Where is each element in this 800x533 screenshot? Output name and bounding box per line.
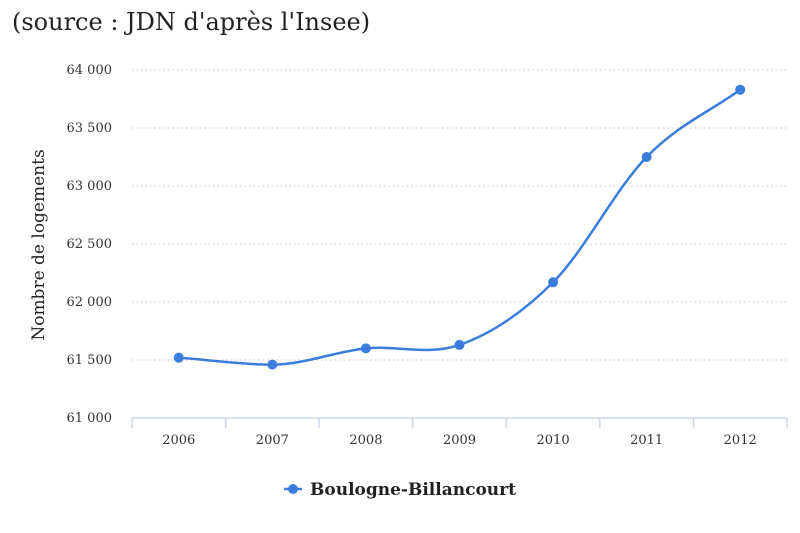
- y-tick-label: 63 000: [67, 179, 113, 194]
- legend[interactable]: Boulogne-Billancourt: [284, 480, 516, 500]
- data-point[interactable]: [641, 152, 652, 162]
- data-point[interactable]: [548, 277, 559, 288]
- x-tick-label: 2009: [443, 433, 476, 448]
- y-tick-label: 61 000: [67, 411, 113, 426]
- y-tick-label: 64 000: [67, 63, 113, 78]
- x-axis: 2006 2007 2008 2009 2010 2011 2012: [131, 417, 788, 448]
- legend-marker-swatch: [288, 484, 298, 494]
- series-group: [173, 84, 746, 370]
- y-tick-label: 63 500: [67, 121, 113, 136]
- y-tick-label: 62 500: [67, 237, 113, 252]
- x-tick-label: 2011: [630, 433, 663, 448]
- series-line: [178, 88, 741, 366]
- y-axis-label: Nombre de logements: [29, 149, 49, 340]
- grid-lines: [132, 69, 787, 361]
- y-axis-ticks: 61 000 61 500 62 000 62 500 63 000 63 500 64 0…: [67, 63, 113, 426]
- x-tick-label: 2006: [162, 433, 195, 448]
- y-tick-label: 62 000: [67, 295, 113, 310]
- data-point[interactable]: [360, 343, 371, 354]
- data-point[interactable]: [267, 359, 278, 370]
- data-point[interactable]: [735, 84, 746, 95]
- data-point[interactable]: [173, 352, 184, 363]
- x-tick-label: 2007: [256, 433, 289, 448]
- x-tick-label: 2008: [349, 433, 382, 448]
- y-tick-label: 61 500: [67, 353, 113, 368]
- x-tick-label: 2012: [724, 433, 757, 448]
- legend-label: Boulogne-Billancourt: [310, 480, 516, 500]
- source-note: (source : JDN d'après l'Insee): [12, 8, 371, 36]
- data-point[interactable]: [454, 339, 465, 350]
- x-tick-label: 2010: [537, 433, 570, 448]
